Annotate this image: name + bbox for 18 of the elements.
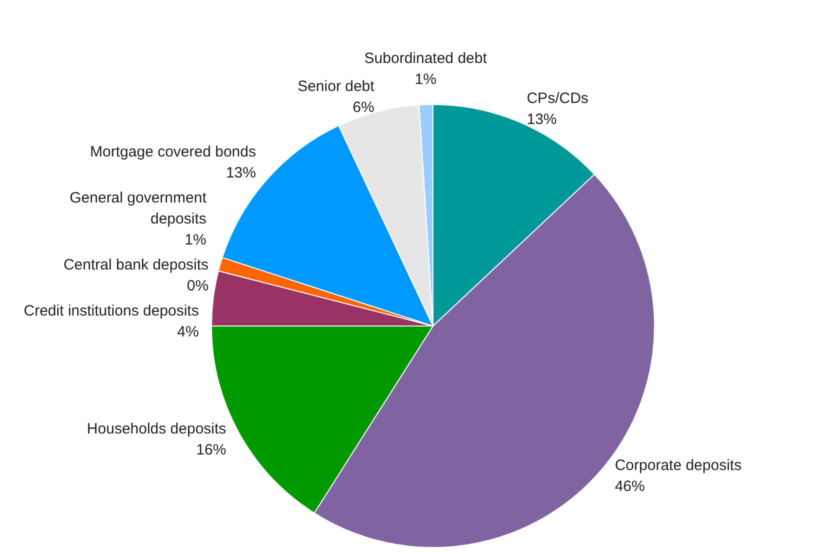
data-label: 13% xyxy=(226,164,256,182)
slice-label: Credit institutions deposits xyxy=(24,302,199,320)
data-label: 4% xyxy=(177,323,199,340)
slice-label: Households deposits xyxy=(86,420,226,438)
data-label: 13% xyxy=(526,111,557,128)
category-label: Central bank deposits xyxy=(63,256,209,274)
data-label: 6% xyxy=(352,99,374,116)
slice-label: Mortgage covered bonds xyxy=(90,143,256,160)
data-label: 46% xyxy=(614,478,645,496)
slice-label: CPs/CDs xyxy=(526,90,588,108)
slice-label: Corporate deposits xyxy=(614,457,742,474)
slice-label: Subordinated debt xyxy=(364,50,488,67)
slice-label: General government deposits xyxy=(70,189,208,228)
data-label: 1% xyxy=(184,231,206,248)
text: 0% xyxy=(186,277,209,294)
data-label: 16% xyxy=(196,441,226,458)
slice-label: Senior debt xyxy=(298,78,376,96)
data-label: 1% xyxy=(414,70,436,88)
